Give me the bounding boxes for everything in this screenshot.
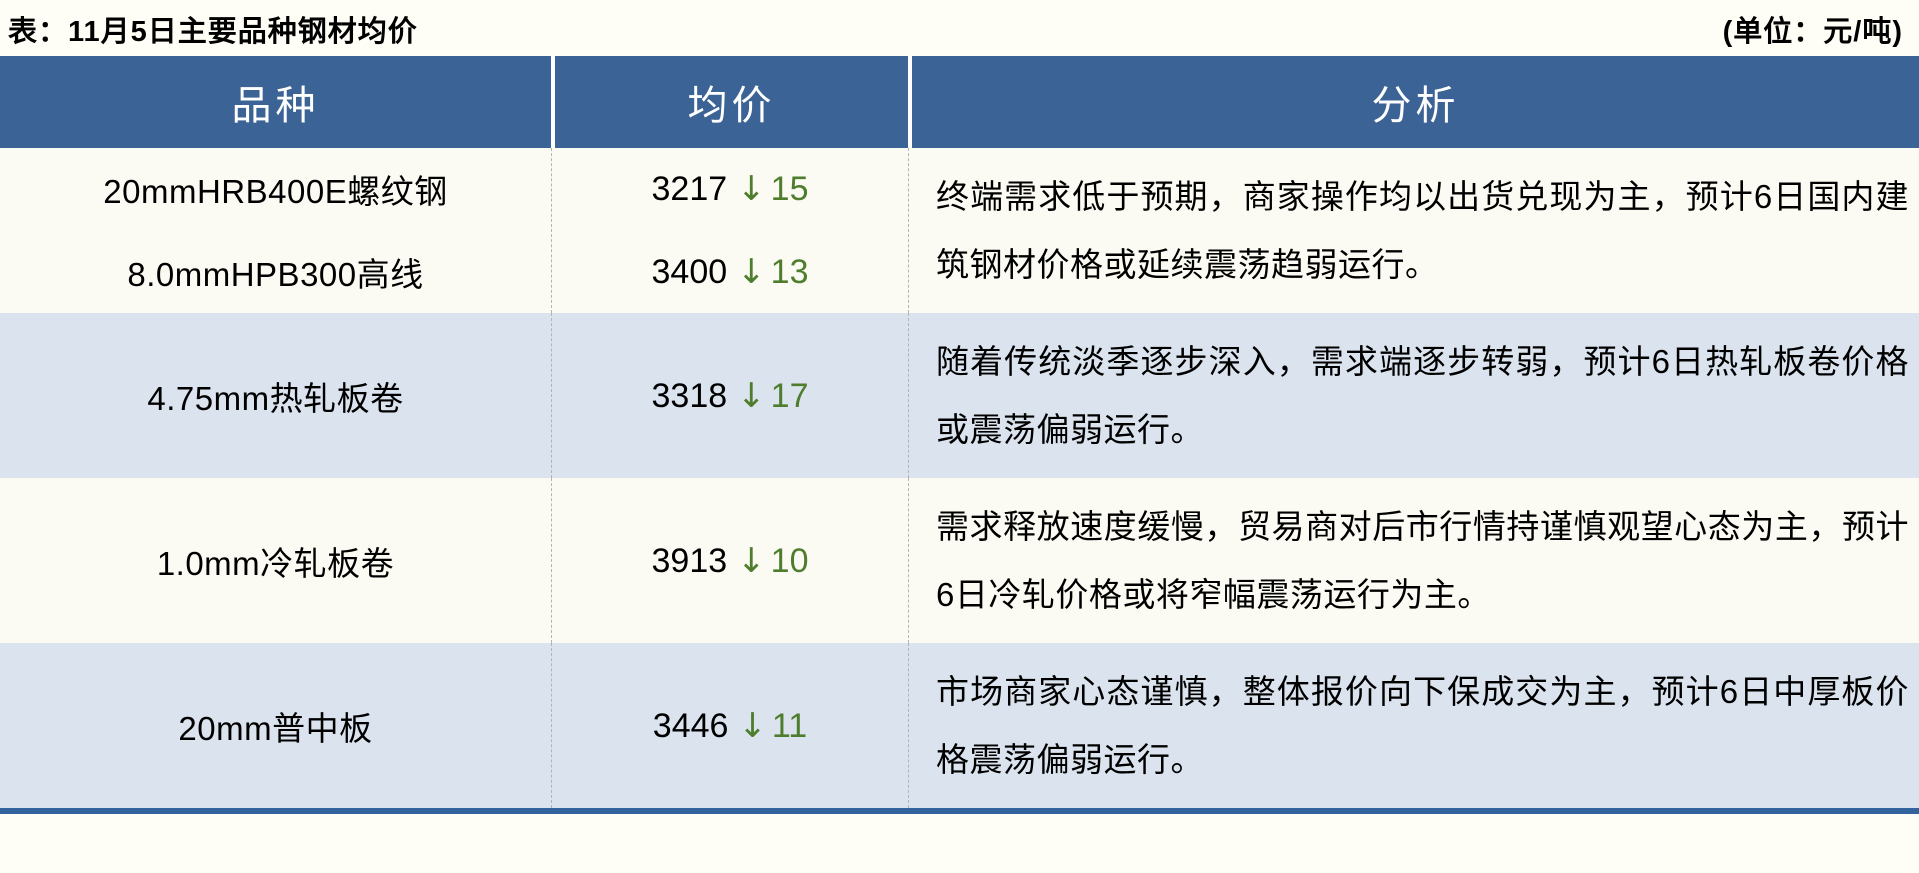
analysis-cell: 终端需求低于预期，商家操作均以出货兑现为主，预计6日国内建筑钢材价格或延续震荡趋… (908, 148, 1919, 313)
down-arrow-icon: ↓ (737, 375, 766, 416)
price-value: 3400 (651, 252, 728, 291)
down-arrow-icon: ↓ (737, 540, 766, 581)
price-line: 3318 ↓ 17 (652, 376, 809, 416)
price-value: 3913 (651, 541, 728, 580)
price-line: 3446 ↓ 11 (653, 706, 807, 746)
price-change: ↓ 17 (737, 376, 808, 416)
change-value: 15 (770, 170, 809, 209)
analysis-text: 终端需求低于预期，商家操作均以出货兑现为主，预计6日国内建筑钢材价格或延续震荡趋… (936, 177, 1909, 283)
table-row-medium-plate: 20mm普中板 3446 ↓ 11 市场商家心态谨慎，整体报价向下保成交为主，预计… (0, 643, 1919, 808)
variety-name: 8.0mmHPB300高线 (127, 255, 424, 293)
caption-bar: 表：11月5日主要品种钢材均价 (单位：元/吨) (0, 0, 1919, 56)
analysis-text: 市场商家心态谨慎，整体报价向下保成交为主，预计6日中厚板价格震荡偏弱运行。 (936, 672, 1909, 778)
analysis-cell: 随着传统淡季逐步深入，需求端逐步转弱，预计6日热轧板卷价格或震荡偏弱运行。 (908, 313, 1919, 478)
down-arrow-icon: ↓ (737, 251, 766, 292)
price-value: 3217 (651, 170, 728, 209)
variety-cell: 1.0mm冷轧板卷 (0, 478, 551, 643)
price-cell: 3913 ↓ 10 (551, 478, 908, 643)
unit-label: (单位：元/吨) (1722, 16, 1903, 48)
analysis-cell: 市场商家心态谨慎，整体报价向下保成交为主，预计6日中厚板价格震荡偏弱运行。 (908, 643, 1919, 808)
change-value: 10 (770, 541, 809, 580)
price-cell: 3217 ↓ 15 3400 ↓ 13 (551, 148, 908, 313)
bottom-margin (0, 814, 1919, 868)
analysis-text: 需求释放速度缓慢，贸易商对后市行情持谨慎观望心态为主，预计6日冷轧价格或将窄幅震… (936, 507, 1909, 613)
down-arrow-icon: ↓ (738, 705, 767, 746)
price-change: ↓ 15 (737, 169, 808, 209)
variety-name: 1.0mm冷轧板卷 (156, 544, 395, 582)
variety-name: 20mmHRB400E螺纹钢 (103, 173, 448, 211)
price-value: 3446 (652, 706, 729, 745)
analysis-cell: 需求释放速度缓慢，贸易商对后市行情持谨慎观望心态为主，预计6日冷轧价格或将窄幅震… (908, 478, 1919, 643)
price-change: ↓ 11 (738, 706, 807, 746)
variety-name: 4.75mm热轧板卷 (147, 379, 404, 417)
column-header-variety: 品种 (231, 83, 320, 128)
price-cell: 3318 ↓ 17 (551, 313, 908, 478)
change-value: 13 (770, 252, 809, 291)
column-header-analysis: 分析 (908, 56, 1919, 148)
column-header-avg-price: 均价 (551, 56, 908, 148)
variety-cell: 20mmHRB400E螺纹钢 8.0mmHPB300高线 (0, 148, 551, 313)
table-row-hot-rolled-coil: 4.75mm热轧板卷 3318 ↓ 17 随着传统淡季逐步深入，需求端逐步转弱，预… (0, 313, 1919, 478)
variety-cell: 4.75mm热轧板卷 (0, 313, 551, 478)
table-title: 表：11月5日主要品种钢材均价 (8, 16, 418, 48)
change-value: 11 (771, 706, 808, 745)
price-change: ↓ 13 (737, 252, 808, 292)
table-row-cold-rolled-coil: 1.0mm冷轧板卷 3913 ↓ 10 需求释放速度缓慢，贸易商对后市行情持谨慎观… (0, 478, 1919, 643)
table-header-row: 品种 均价 分析 (0, 56, 1919, 148)
down-arrow-icon: ↓ (737, 169, 766, 210)
variety-cell: 20mm普中板 (0, 643, 551, 808)
variety-name: 20mm普中板 (178, 709, 373, 747)
price-line: 3217 ↓ 15 (652, 169, 809, 209)
price-value: 3318 (651, 376, 728, 415)
price-line: 3913 ↓ 10 (652, 541, 809, 581)
change-value: 17 (770, 376, 809, 415)
analysis-text: 随着传统淡季逐步深入，需求端逐步转弱，预计6日热轧板卷价格或震荡偏弱运行。 (936, 342, 1909, 448)
price-change: ↓ 10 (737, 541, 808, 581)
table-row-rebar-wirerod: 20mmHRB400E螺纹钢 8.0mmHPB300高线 3217 ↓ 15 34… (0, 148, 1919, 313)
price-table: 品种 均价 分析 20mmHRB400E螺纹钢 8.0mmHPB300高线 32… (0, 56, 1919, 814)
price-line: 3400 ↓ 13 (652, 252, 809, 292)
price-cell: 3446 ↓ 11 (551, 643, 908, 808)
